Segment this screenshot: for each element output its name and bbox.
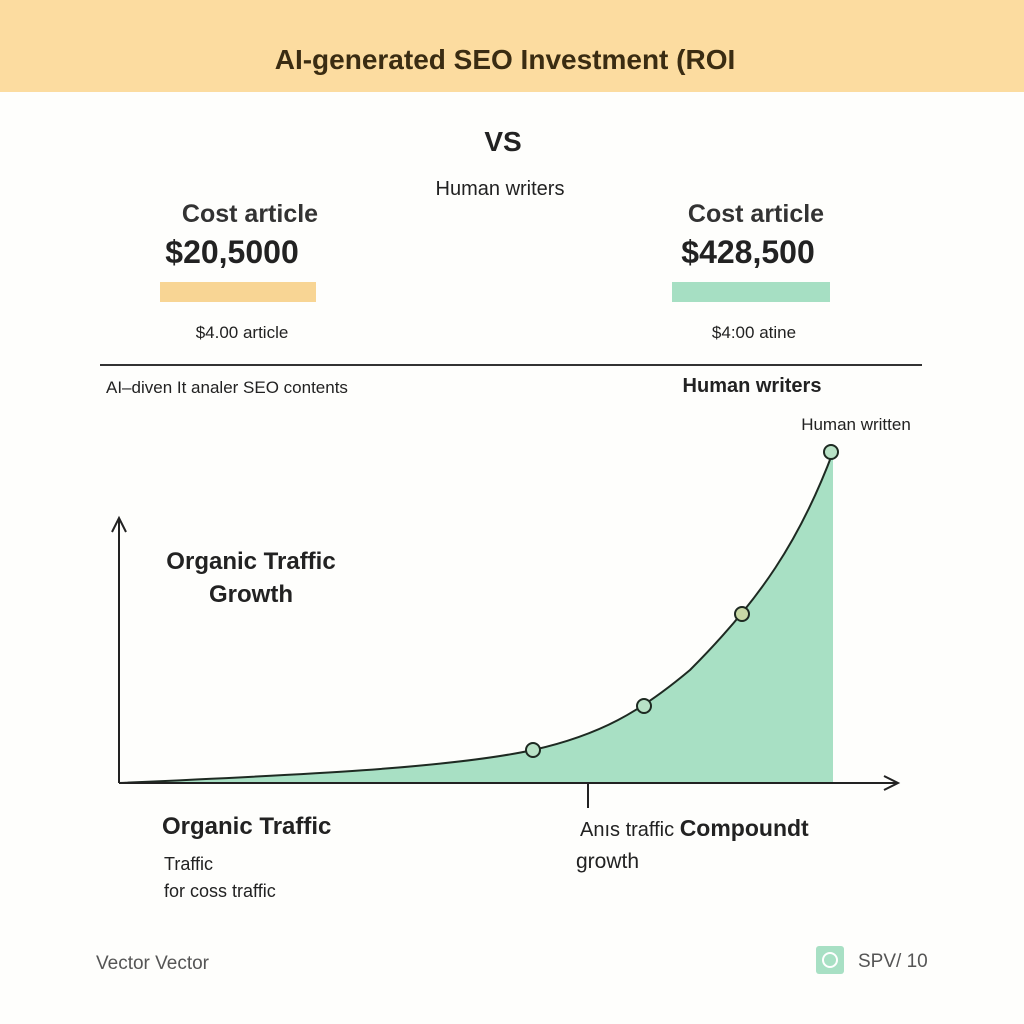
bottom-right-prefix: Anıs traffic — [580, 819, 675, 841]
y-label: Organic Traffic Growth — [166, 545, 335, 611]
bottom-left-line: for coss traffic — [164, 881, 276, 901]
left-note: $4.00 article — [195, 323, 289, 342]
bottom-right-bold: Compoundt — [679, 815, 809, 841]
bottom-left-title: Organic Traffic — [162, 813, 332, 840]
left-label: Cost article — [181, 200, 319, 228]
point-label: Human written — [801, 415, 911, 434]
right-bar — [672, 282, 830, 302]
footer-icon-ring — [822, 952, 838, 968]
y-label-line: Organic Traffic — [166, 548, 336, 575]
right-note: $4:00 atine — [711, 323, 797, 342]
title: AI-generated SEO Investment (ROI — [274, 44, 736, 75]
point — [734, 606, 750, 622]
y-arrow — [111, 515, 127, 533]
left-bar — [160, 282, 316, 302]
right-label: Cost article — [687, 200, 825, 228]
footer-right: SPV/ 10 — [858, 951, 928, 972]
left-amount: $20,5000 — [165, 234, 299, 270]
point — [525, 742, 541, 758]
right-amount: $428,500 — [681, 234, 815, 270]
header: AI-generated SEO Investment (ROI — [0, 0, 1024, 92]
point — [636, 698, 652, 714]
section-left: AI–diven It analer SEO contents — [106, 378, 348, 397]
x-arrow — [883, 775, 901, 791]
footer-left: Vector Vector — [96, 953, 210, 974]
point — [823, 444, 839, 460]
bottom-right-line: Anıs traffic Compoundt — [580, 815, 809, 842]
y-label-line: Growth — [208, 581, 293, 608]
bottom-left-line: Traffic — [164, 854, 214, 874]
bottom-right-line2: growth — [576, 850, 640, 873]
curve — [118, 451, 834, 784]
footer-icon — [816, 946, 844, 974]
area — [119, 452, 833, 783]
vs: VS — [484, 126, 522, 157]
section-right: Human writers — [682, 375, 822, 397]
subtitle: Human writers — [435, 178, 565, 200]
